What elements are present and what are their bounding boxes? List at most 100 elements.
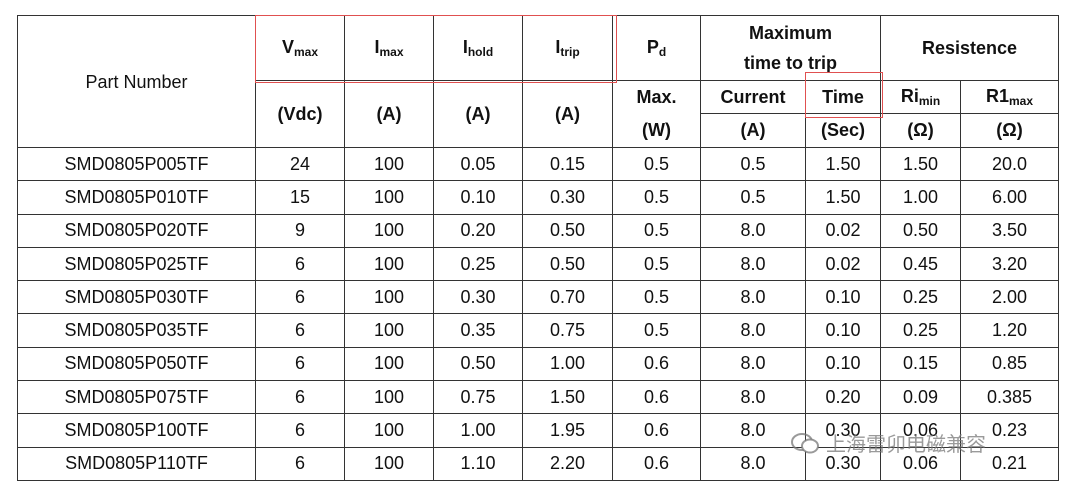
value-cell: 6 xyxy=(255,346,345,382)
value-cell: 0.25 xyxy=(880,280,961,315)
table-row: SMD0805P110TF 6 100 1.10 2.20 0.6 8.0 0.30 0.06 0… xyxy=(17,446,1059,481)
value-cell: 0.20 xyxy=(805,380,881,415)
header-cell: (Ω) xyxy=(880,113,961,148)
value-cell: 0.25 xyxy=(880,313,961,348)
value-cell: 3.50 xyxy=(960,213,1059,248)
part-number-cell: SMD0805P010TF xyxy=(17,180,256,215)
value-cell: 1.50 xyxy=(805,146,881,182)
value-cell: 1.00 xyxy=(880,180,961,215)
value-cell: 0.30 xyxy=(433,280,523,315)
value-cell: 0.5 xyxy=(612,180,701,215)
value-cell: 15 xyxy=(255,180,345,215)
header-cell: (Sec) xyxy=(805,113,881,148)
value-cell: 0.6 xyxy=(612,413,701,448)
value-cell: 0.06 xyxy=(880,413,961,448)
watermark: 上海雷卯电磁兼容 xyxy=(790,428,986,457)
value-cell: 0.09 xyxy=(880,380,961,415)
symbol: P xyxy=(646,37,659,57)
subscript: max xyxy=(1008,94,1034,108)
value-cell: 100 xyxy=(344,180,434,215)
value-cell: 6 xyxy=(255,313,345,348)
value-cell: 1.00 xyxy=(522,346,613,382)
table-row: SMD0805P005TF 24 100 0.05 0.15 0.5 0.5 1.50 1.50… xyxy=(17,146,1059,182)
value-cell: 0.05 xyxy=(433,146,523,182)
header-cell: Pd xyxy=(612,15,701,81)
value-cell: 1.95 xyxy=(522,413,613,448)
value-cell: 100 xyxy=(344,446,434,481)
table-row: SMD0805P025TF 6 100 0.25 0.50 0.5 8.0 0.02 0.45 3… xyxy=(17,246,1059,282)
value-cell: 0.30 xyxy=(805,446,881,481)
header-cell: (A) xyxy=(344,80,434,148)
value-cell: 0.25 xyxy=(433,246,523,282)
value-cell: 0.50 xyxy=(522,246,613,282)
wechat-icon xyxy=(791,432,819,453)
header-cell: Max. xyxy=(612,80,701,114)
value-cell: 0.5 xyxy=(612,246,701,282)
value-cell: 2.00 xyxy=(960,280,1059,315)
value-cell: 1.50 xyxy=(805,180,881,215)
value-cell: 100 xyxy=(344,313,434,348)
value-cell: 0.10 xyxy=(805,280,881,315)
value-cell: 8.0 xyxy=(700,413,806,448)
value-cell: 0.75 xyxy=(522,313,613,348)
value-cell: 0.21 xyxy=(960,446,1059,481)
header-row: Part Number Vmax Imax Ihold Itrip Pd Max… xyxy=(17,15,1059,148)
value-cell: 9 xyxy=(255,213,345,248)
value-cell: 0.15 xyxy=(522,146,613,182)
table-row: SMD0805P050TF 6 100 0.50 1.00 0.6 8.0 0.10 0.15 0… xyxy=(17,346,1059,382)
header-cell: Itrip xyxy=(522,15,613,81)
header-cell: (Ω) xyxy=(960,113,1059,148)
value-cell: 8.0 xyxy=(700,346,806,382)
value-cell: 0.10 xyxy=(805,346,881,382)
value-cell: 0.5 xyxy=(700,180,806,215)
value-cell: 0.6 xyxy=(612,446,701,481)
value-cell: 100 xyxy=(344,213,434,248)
header-cell: (A) xyxy=(433,80,523,148)
symbol: R1 xyxy=(985,86,1009,106)
subscript: hold xyxy=(467,45,494,59)
value-cell: 0.50 xyxy=(433,346,523,382)
header-cell: Part Number xyxy=(17,15,256,148)
header-cell: Ihold xyxy=(433,15,523,81)
header-cell: R1max xyxy=(960,80,1059,114)
header-cell: Resistence xyxy=(880,15,1059,81)
value-cell: 0.70 xyxy=(522,280,613,315)
header-cell: Time xyxy=(805,80,881,114)
value-cell: 0.10 xyxy=(433,180,523,215)
value-cell: 6 xyxy=(255,446,345,481)
part-number-cell: SMD0805P075TF xyxy=(17,380,256,415)
symbol: Ri xyxy=(900,86,919,106)
value-cell: 8.0 xyxy=(700,213,806,248)
value-cell: 100 xyxy=(344,246,434,282)
value-cell: 0.02 xyxy=(805,246,881,282)
value-cell: 0.45 xyxy=(880,246,961,282)
value-cell: 100 xyxy=(344,280,434,315)
header-cell: Vmax xyxy=(255,15,345,81)
value-cell: 0.23 xyxy=(960,413,1059,448)
part-number-cell: SMD0805P030TF xyxy=(17,280,256,315)
subscript: min xyxy=(918,94,941,108)
table-body: SMD0805P005TF 24 100 0.05 0.15 0.5 0.5 1.50 1.50… xyxy=(17,146,1059,481)
value-cell: 20.0 xyxy=(960,146,1059,182)
value-cell: 1.50 xyxy=(880,146,961,182)
value-cell: 0.5 xyxy=(612,280,701,315)
header-cell: (W) xyxy=(612,113,701,148)
value-cell: 6 xyxy=(255,246,345,282)
value-cell: 0.5 xyxy=(700,146,806,182)
value-cell: 1.10 xyxy=(433,446,523,481)
subscript: d xyxy=(658,45,667,59)
value-cell: 1.00 xyxy=(433,413,523,448)
value-cell: 0.5 xyxy=(612,313,701,348)
value-cell: 0.5 xyxy=(612,213,701,248)
value-cell: 1.50 xyxy=(522,380,613,415)
value-cell: 6 xyxy=(255,413,345,448)
part-number-cell: SMD0805P005TF xyxy=(17,146,256,182)
table-row: SMD0805P020TF 9 100 0.20 0.50 0.5 8.0 0.02 0.50 3… xyxy=(17,213,1059,248)
watermark-text: 上海雷卯电磁兼容 xyxy=(826,434,986,456)
spec-table: Part Number Vmax Imax Ihold Itrip Pd Max… xyxy=(17,15,1059,481)
value-cell: 6 xyxy=(255,380,345,415)
value-cell: 0.75 xyxy=(433,380,523,415)
value-cell: 0.50 xyxy=(880,213,961,248)
header-row: (W) (A) (Sec) (Ω) (Ω) xyxy=(18,113,1059,148)
